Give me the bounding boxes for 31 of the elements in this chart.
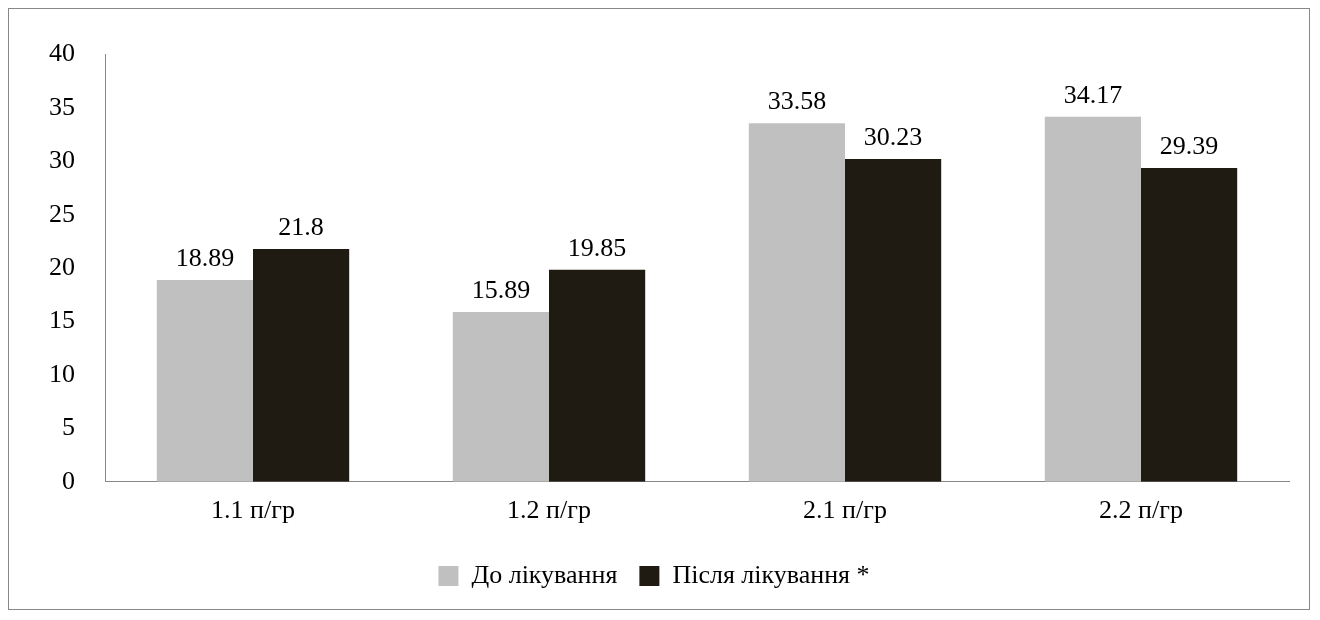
data-label: 15.89	[471, 274, 531, 304]
bar	[1141, 167, 1238, 482]
bar	[549, 269, 646, 482]
bar	[156, 280, 253, 482]
bar	[748, 123, 845, 482]
y-tick-label: 25	[49, 198, 75, 228]
y-tick-label: 15	[49, 305, 75, 335]
legend-label: Після лікування *	[672, 559, 870, 589]
data-label: 29.39	[1159, 130, 1219, 160]
y-tick-label: 30	[49, 145, 75, 175]
y-tick-label: 5	[62, 412, 75, 442]
data-label: 18.89	[175, 242, 235, 272]
data-label: 33.58	[767, 85, 827, 115]
x-tick-label: 1.1 п/гр	[211, 495, 295, 525]
x-tick-label: 2.2 п/гр	[1099, 495, 1183, 525]
data-label: 21.8	[278, 211, 324, 241]
data-label: 19.85	[567, 232, 627, 262]
y-tick-label: 0	[62, 465, 75, 495]
data-label: 30.23	[863, 121, 923, 151]
bar	[253, 248, 350, 482]
legend-label: До лікування	[471, 559, 618, 589]
x-tick-label: 2.1 п/гр	[803, 495, 887, 525]
bar	[1044, 116, 1141, 482]
y-tick-label: 35	[49, 91, 75, 121]
x-tick-label: 1.2 п/гр	[507, 495, 591, 525]
y-tick-label: 40	[49, 38, 75, 68]
bar	[452, 312, 549, 482]
y-tick-label: 10	[49, 358, 75, 388]
bar	[845, 158, 942, 482]
data-label: 34.17	[1063, 79, 1123, 109]
y-tick-label: 20	[49, 252, 75, 282]
